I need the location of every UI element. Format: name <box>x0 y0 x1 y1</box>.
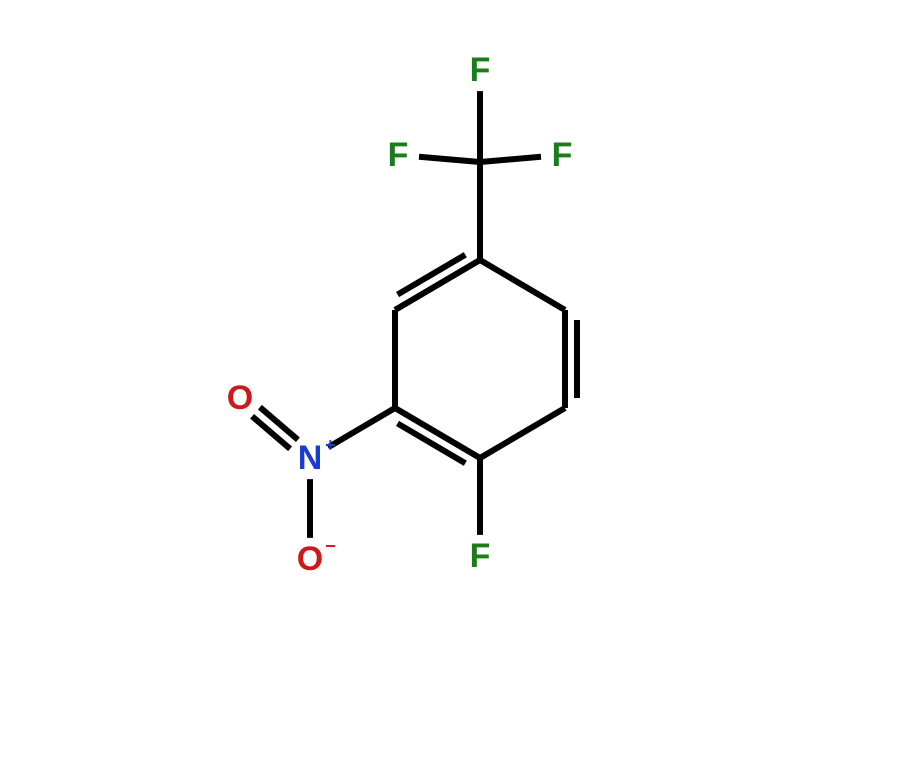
charge-label: − <box>325 536 336 556</box>
atom-n-label: N <box>298 439 323 477</box>
atom-o-label: O <box>297 540 323 578</box>
molecule-diagram: FFFFN+OO− <box>0 0 897 777</box>
atom-f-label: F <box>552 136 573 174</box>
atom-f-label: F <box>388 136 409 174</box>
charge-label: + <box>325 435 336 455</box>
atom-f-label: F <box>470 51 491 89</box>
atom-o-label: O <box>227 379 253 417</box>
atom-f-label: F <box>470 537 491 575</box>
